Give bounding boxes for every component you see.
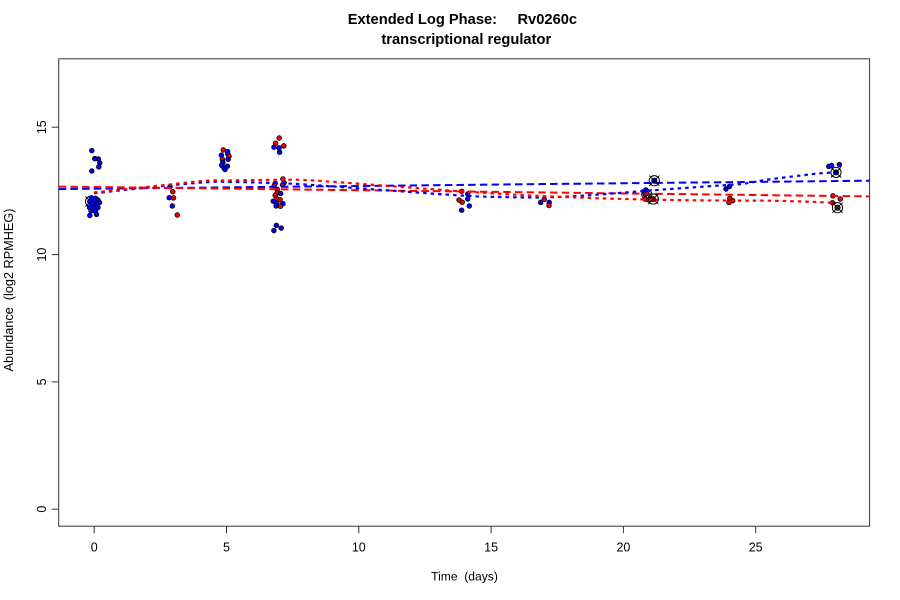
svg-text:15: 15	[484, 541, 498, 555]
svg-text:transcriptional regulator: transcriptional regulator	[381, 32, 551, 48]
svg-text:Abundance (log2 RPMHEG): Abundance (log2 RPMHEG)	[2, 209, 16, 372]
svg-text:5: 5	[35, 378, 49, 385]
svg-text:20: 20	[616, 541, 630, 555]
svg-text:Time (days): Time (days)	[431, 570, 498, 584]
svg-text:0: 0	[35, 506, 49, 513]
svg-text:5: 5	[223, 541, 230, 555]
svg-text:0: 0	[91, 541, 98, 555]
svg-text:10: 10	[35, 248, 49, 262]
svg-text:10: 10	[352, 541, 366, 555]
svg-text:Extended Log Phase: Rv0260: Extended Log Phase: Rv0260c	[348, 12, 577, 28]
svg-text:15: 15	[35, 120, 49, 134]
svg-text:25: 25	[749, 541, 763, 555]
